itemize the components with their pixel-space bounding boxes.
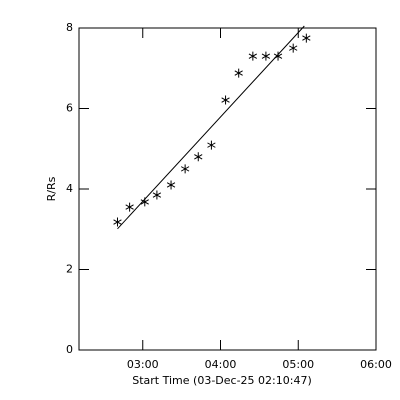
data-point [125,202,134,212]
data-point [234,68,243,78]
fit-line [117,25,305,230]
y-tick-label: 2 [66,263,73,276]
x-tick-label: 05:00 [282,358,314,371]
x-tick-label: 06:00 [360,358,392,371]
data-point [289,43,298,53]
y-tick-label: 6 [66,102,73,115]
data-point [166,180,176,190]
plot-frame [78,27,377,351]
data-point [140,197,149,207]
y-axis-label: R/Rs [45,176,58,201]
data-point [207,140,216,150]
y-tick-label: 4 [66,182,73,195]
data-point [180,164,190,174]
data-point [152,190,162,200]
data-point [273,51,283,61]
data-point [221,95,230,105]
data-point [302,33,311,43]
y-tick-label: 0 [66,343,73,356]
x-tick-label: 03:00 [127,358,159,371]
y-tick-label: 8 [66,21,73,34]
x-tick-label: 04:00 [205,358,237,371]
data-point [113,217,122,227]
x-axis-label: Start Time (03-Dec-25 02:10:47) [132,374,312,387]
data-point [248,51,258,61]
data-point [194,152,203,162]
data-point [261,51,271,61]
